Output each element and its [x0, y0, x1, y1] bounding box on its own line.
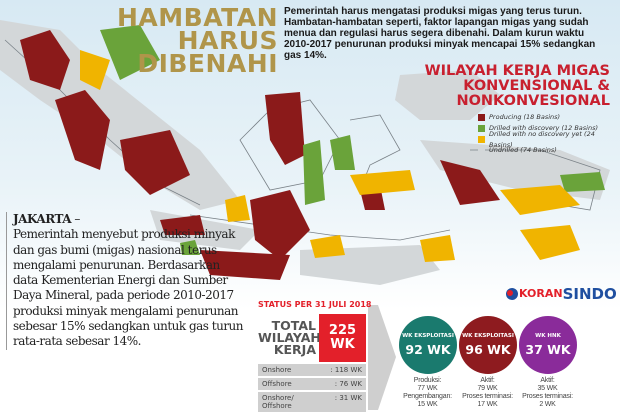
producing-basin	[55, 90, 110, 170]
coastline	[349, 114, 401, 191]
producing-basin	[250, 190, 310, 260]
circle-value: 96 WK	[465, 342, 511, 357]
legend-swatch	[478, 125, 485, 132]
wk-hnk-circle: WK HNK 37 WK	[519, 316, 577, 374]
status-row: Offshore : 76 WK	[258, 378, 366, 390]
total-label: TOTAL WILAYAH KERJA	[258, 318, 321, 357]
article-text: JAKARTA – Pemerintah menyebut produksi m…	[6, 212, 247, 350]
caption-line: Produksi:	[413, 377, 442, 384]
logo-globe-icon	[506, 288, 518, 300]
undrilled-area	[420, 140, 610, 200]
status-panel: STATUS PER 31 JULI 2018 TOTAL WILAYAH KE…	[258, 300, 372, 412]
no-discovery-basin	[420, 235, 455, 262]
circle-value: 92 WK	[405, 342, 451, 357]
circle-title: WK HNK	[535, 333, 561, 339]
headline-line-2: HARUS DIBENAHI	[137, 26, 278, 78]
koran-sindo-logo: KORAN SINDO	[505, 285, 617, 303]
undrilled-area	[395, 70, 500, 120]
legend-item: Producing (18 Basins)	[478, 112, 620, 123]
discovery-basin	[560, 172, 605, 192]
map-title-line: KONVENSIONAL &	[463, 78, 610, 94]
row-label: Onshore/ Offshore	[262, 394, 294, 410]
caption-line: Aktif:	[480, 377, 495, 384]
coastline	[470, 149, 601, 211]
no-discovery-basin	[310, 235, 345, 258]
row-value: : 76 WK	[334, 380, 362, 388]
row-label: Onshore	[262, 366, 292, 374]
circle-title: WK EKSPLOITASI	[402, 333, 454, 339]
discovery-basin	[330, 135, 355, 170]
no-discovery-basin	[350, 170, 415, 195]
wk-eksploitasi-circle: WK EKSPLOITASI 92 WK	[399, 316, 457, 374]
wk-eksploitasi-circle: WK EKSPLOITASI 96 WK	[459, 316, 517, 374]
producing-basin	[200, 250, 290, 280]
no-discovery-basin	[500, 185, 580, 215]
coastline	[189, 214, 451, 241]
map-title-line: WILAYAH KERJA MIGAS	[424, 63, 610, 79]
status-heading: STATUS PER 31 JULI 2018	[258, 300, 372, 309]
total-block: TOTAL WILAYAH KERJA 225 WK	[258, 314, 366, 362]
dateline: JAKARTA	[13, 212, 72, 226]
legend-swatch	[478, 147, 485, 154]
circle-value: 37 WK	[525, 342, 571, 357]
producing-basin	[20, 30, 70, 90]
status-row: Onshore : 118 WK	[258, 364, 366, 376]
lead-text: Pemerintah harus mengatasi produksi miga…	[284, 6, 596, 61]
caption-line: 17 WK	[477, 401, 498, 408]
circle-caption: Aktif: 79 WK Proses terminasi: 17 WK	[458, 377, 517, 409]
caption-line: Pengembangan:	[403, 393, 452, 400]
legend-swatch	[478, 136, 485, 143]
article-body: Pemerintah menyebut produksi minyak dan …	[13, 227, 244, 349]
legend-item: Drilled with discovery (12 Basins)	[478, 123, 620, 134]
producing-basin	[440, 160, 500, 205]
circle-caption: Aktif: 35 WK Proses terminasi: 2 WK	[518, 377, 577, 409]
producing-basin	[265, 92, 305, 165]
discovery-basin	[100, 25, 160, 80]
map-title: WILAYAH KERJA MIGAS KONVENSIONAL & NONKO…	[420, 64, 610, 109]
caption-line: Proses terminasi:	[522, 393, 573, 400]
map-legend: Producing (18 Basins) Drilled with disco…	[478, 112, 620, 156]
discovery-basin	[180, 240, 200, 255]
map-title-line: NONKONVESIONAL	[456, 93, 610, 109]
legend-label: Drilled with discovery (12 Basins)	[489, 124, 598, 132]
logo-part-1: KORAN	[519, 287, 563, 300]
legend-label: Producing (18 Basins)	[489, 113, 561, 121]
total-value: 225 WK	[319, 314, 366, 362]
no-discovery-basin	[520, 225, 580, 260]
caption-line: Aktif:	[540, 377, 555, 384]
row-value: : 31 WK	[334, 394, 362, 402]
caption-line: 15 WK	[417, 401, 438, 408]
dateline-dash: –	[71, 212, 80, 226]
no-discovery-basin	[80, 50, 110, 90]
circle-title: WK EKSPLOITASI	[462, 333, 514, 339]
legend-item: Undrilled (74 Basins)	[478, 145, 620, 156]
headline-line-1: HAMBATAN	[117, 3, 278, 32]
caption-line: 77 WK	[417, 385, 438, 392]
legend-label: Undrilled (74 Basins)	[489, 146, 557, 154]
row-value: : 118 WK	[330, 366, 362, 374]
caption-line: 2 WK	[539, 401, 556, 408]
legend-swatch	[478, 114, 485, 121]
no-discovery-basin	[225, 195, 250, 222]
circle-caption: Produksi: 77 WK Pengembangan: 15 WK	[398, 377, 457, 409]
arrow-shape	[368, 305, 396, 410]
status-row: Onshore/ Offshore : 31 WK	[258, 392, 366, 412]
row-label: Offshore	[262, 380, 292, 388]
discovery-basin	[303, 140, 325, 205]
caption-line: Proses terminasi:	[462, 393, 513, 400]
caption-line: 79 WK	[477, 385, 498, 392]
legend-label: Drilled with no discovery yet (24 Basins…	[488, 129, 595, 149]
producing-basin	[120, 130, 190, 195]
caption-line: 35 WK	[537, 385, 558, 392]
headline: HAMBATAN HARUS DIBENAHI	[100, 3, 278, 78]
producing-basin	[160, 215, 205, 235]
logo-part-2: SINDO	[562, 285, 617, 303]
legend-item: Drilled with no discovery yet (24 Basins…	[478, 130, 620, 149]
